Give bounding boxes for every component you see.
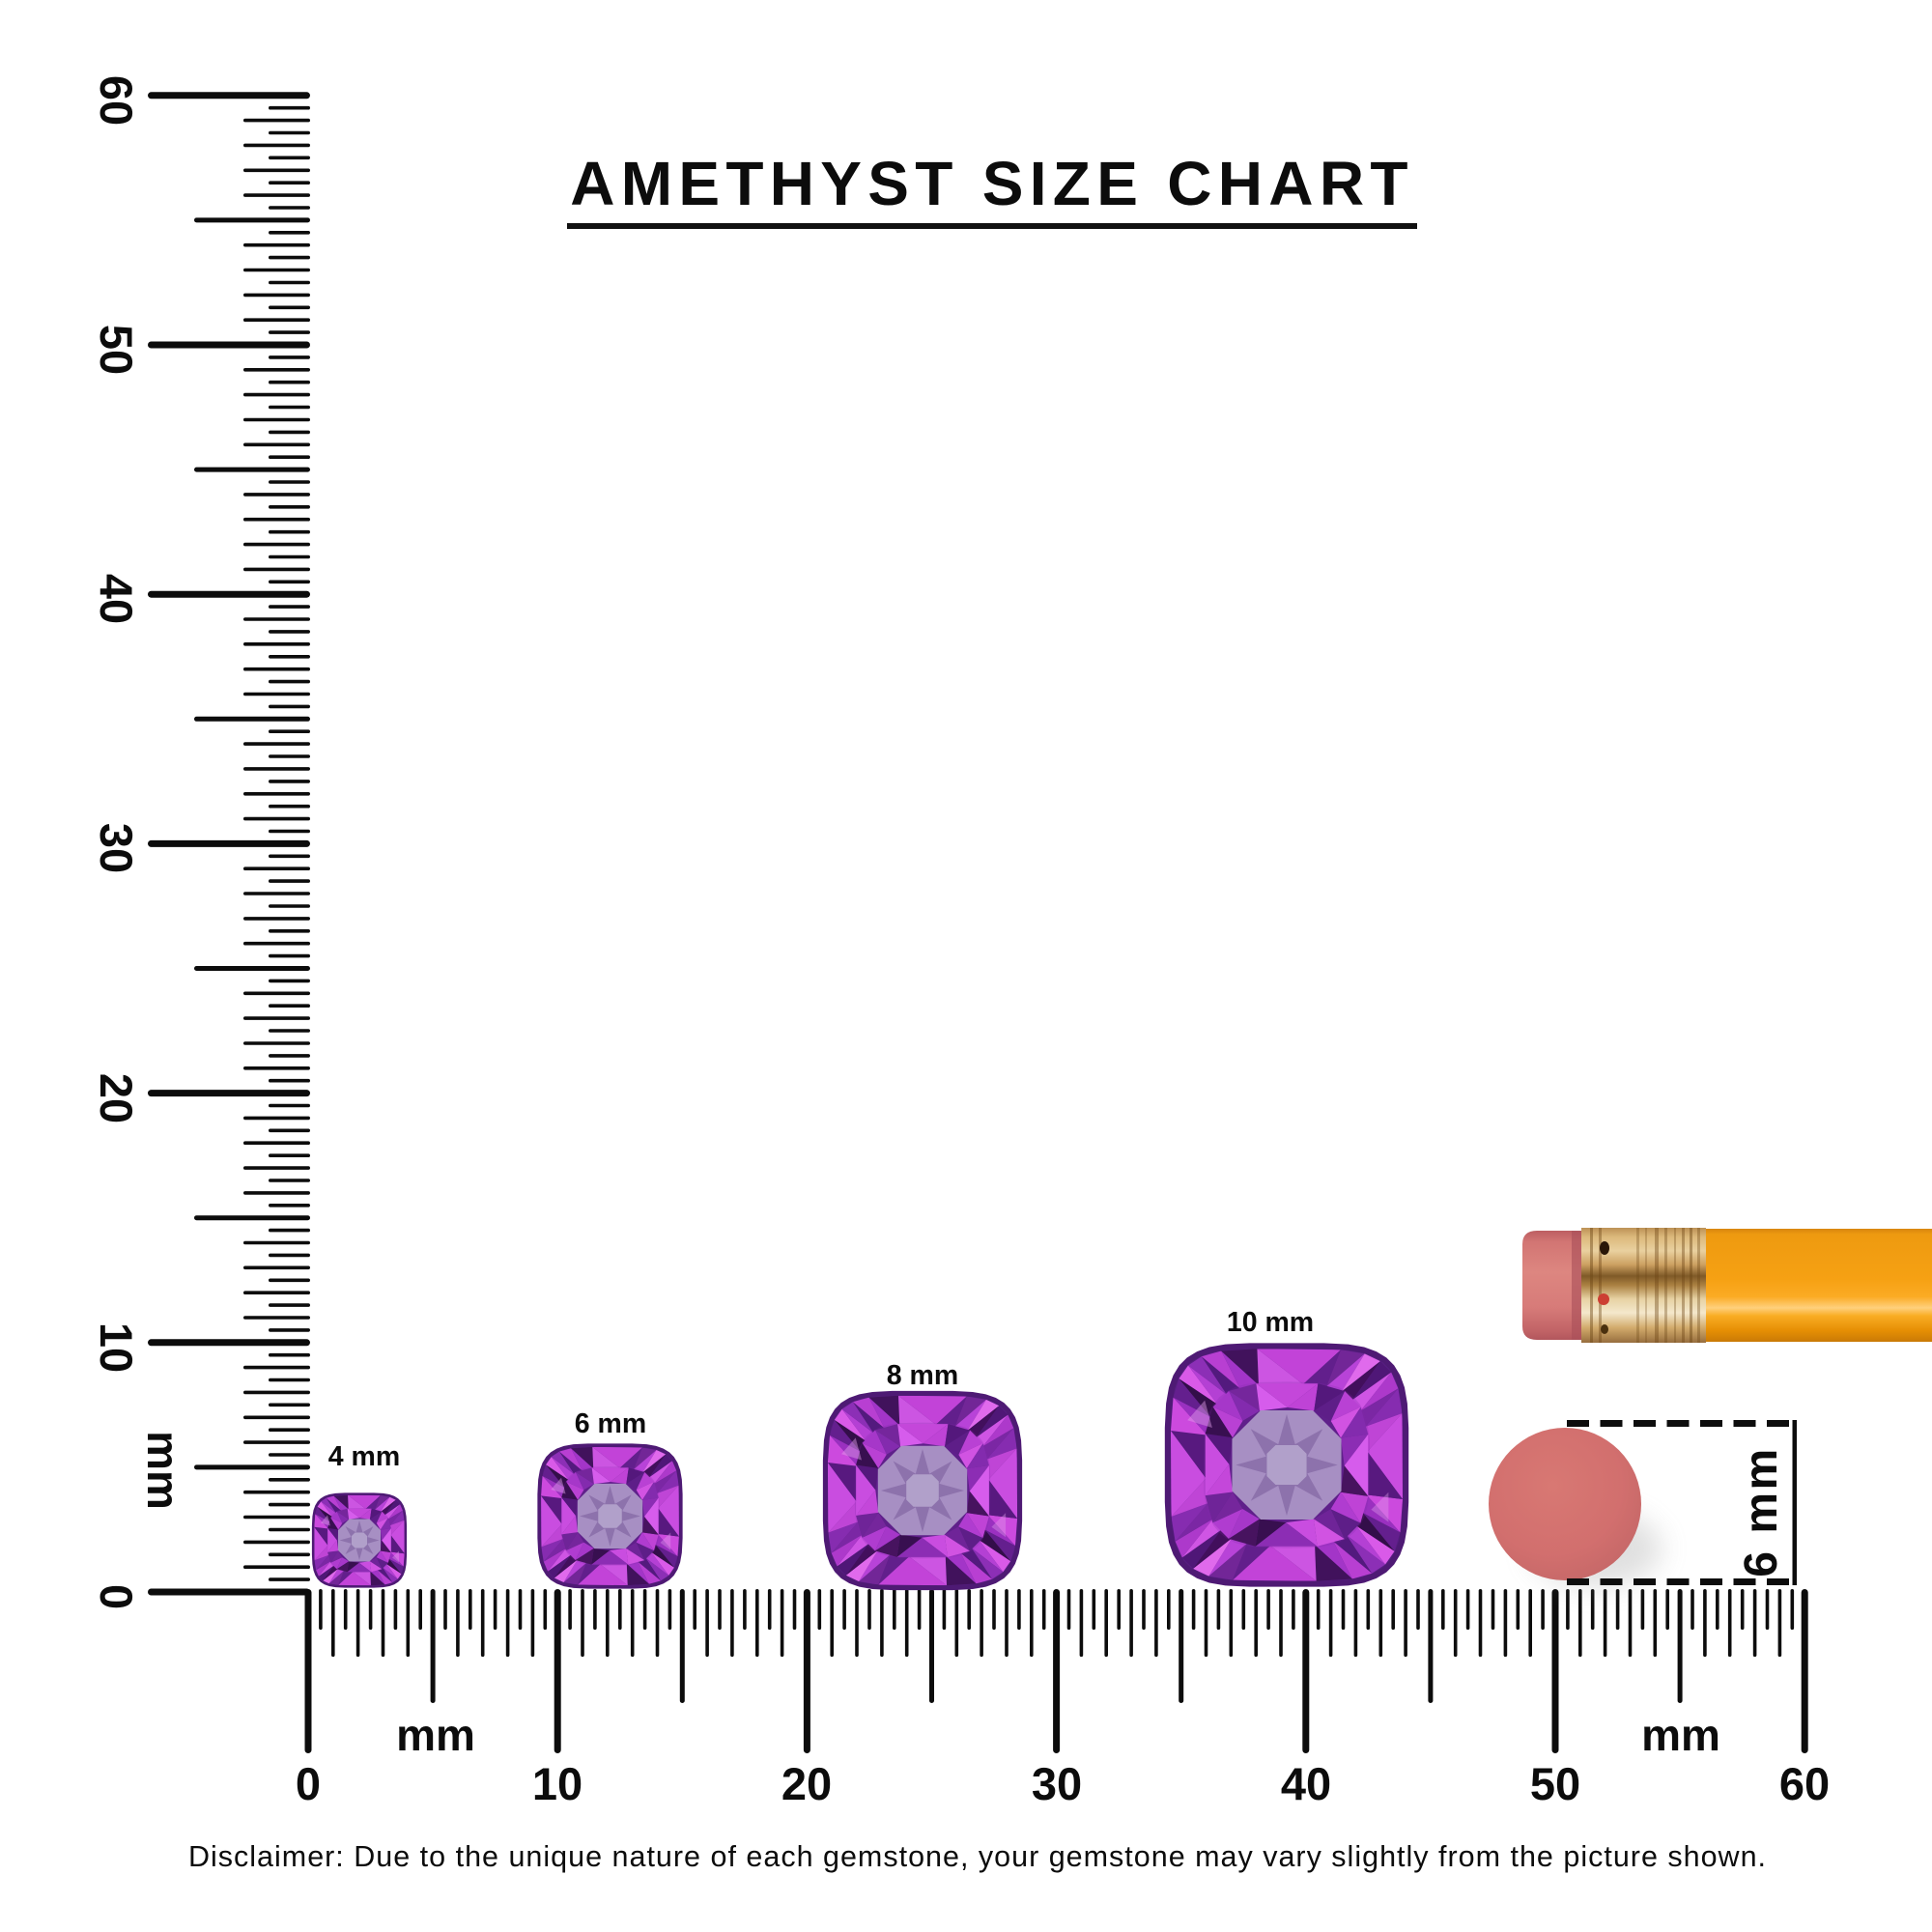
svg-text:10 mm: 10 mm <box>1227 1307 1314 1338</box>
svg-text:4 mm: 4 mm <box>328 1441 400 1472</box>
svg-text:8 mm: 8 mm <box>887 1360 958 1391</box>
svg-text:6 mm: 6 mm <box>575 1408 646 1439</box>
svg-text:20: 20 <box>781 1758 832 1809</box>
svg-text:Disclaimer: Due to the unique: Disclaimer: Due to the unique nature of … <box>188 1840 1767 1873</box>
svg-text:mm: mm <box>396 1710 475 1760</box>
svg-text:0: 0 <box>296 1758 321 1809</box>
svg-text:30: 30 <box>91 823 142 873</box>
svg-text:50: 50 <box>1530 1758 1580 1809</box>
svg-text:30: 30 <box>1032 1758 1082 1809</box>
svg-text:mm: mm <box>138 1431 188 1510</box>
svg-text:60: 60 <box>91 75 142 126</box>
svg-text:40: 40 <box>1281 1758 1331 1809</box>
svg-text:50: 50 <box>91 325 142 375</box>
svg-text:6 mm: 6 mm <box>1736 1446 1787 1577</box>
svg-text:0: 0 <box>91 1584 142 1609</box>
svg-text:AMETHYST SIZE CHART: AMETHYST SIZE CHART <box>570 149 1413 218</box>
svg-text:60: 60 <box>1779 1758 1830 1809</box>
svg-text:40: 40 <box>91 574 142 624</box>
svg-text:mm: mm <box>1641 1710 1720 1760</box>
svg-text:10: 10 <box>91 1322 142 1373</box>
svg-text:10: 10 <box>532 1758 582 1809</box>
svg-text:20: 20 <box>91 1073 142 1123</box>
